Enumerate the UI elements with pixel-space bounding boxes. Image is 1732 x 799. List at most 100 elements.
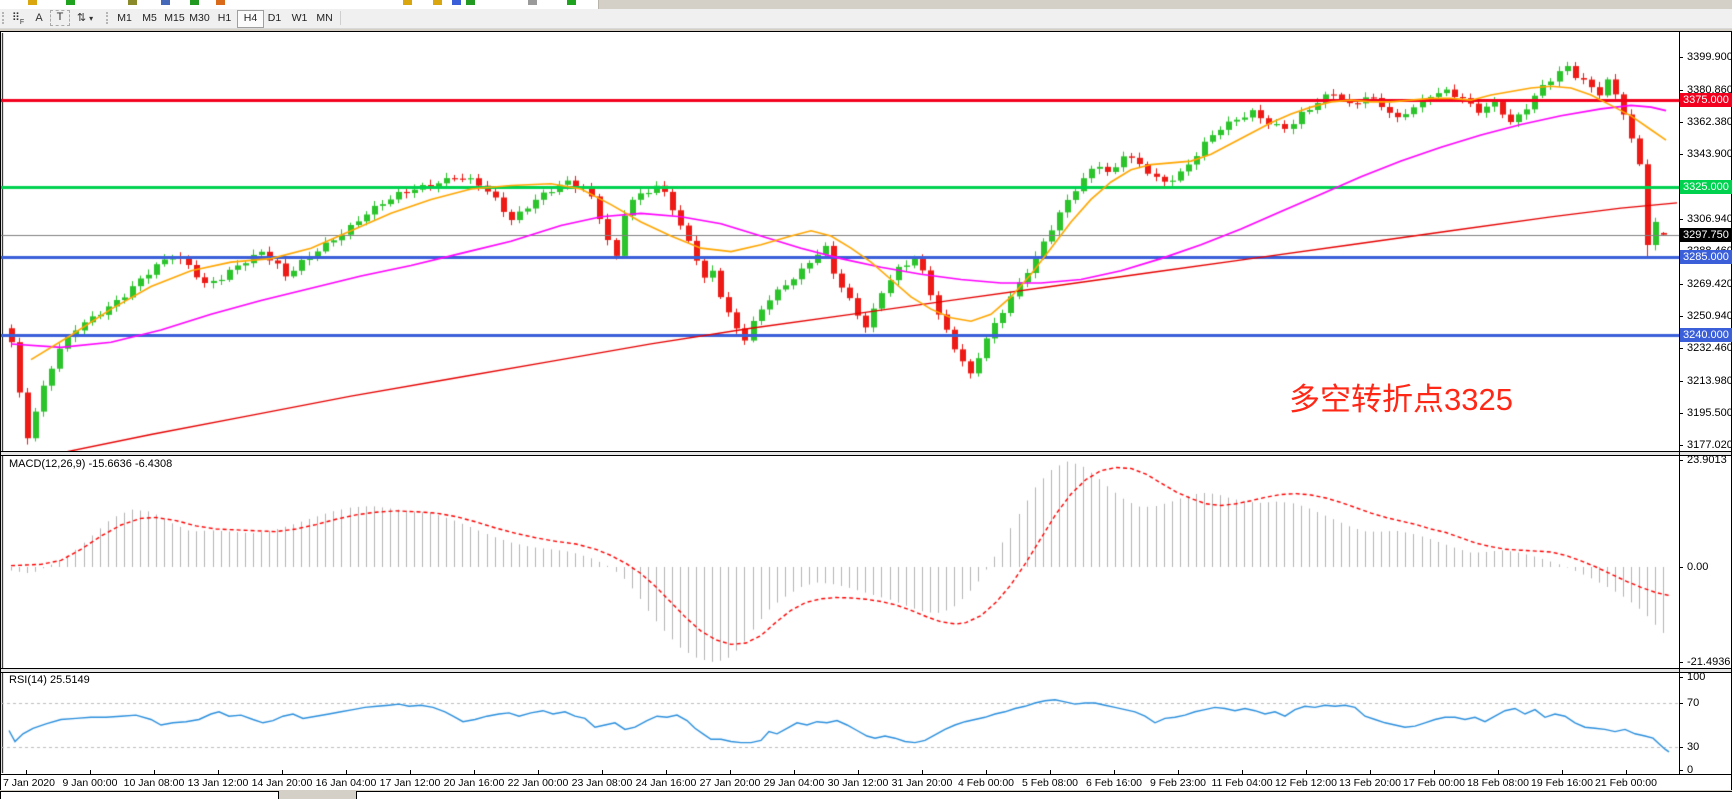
time-tick-label: 9 Feb 23:00: [1149, 777, 1207, 789]
chart-toolbar: ⠿F A T ⇅ ▾ M1 M5 M15 M30 H1 H4 D1 W1 MN: [0, 9, 1732, 29]
time-axis-tick: [26, 770, 27, 774]
clipped-toolbar-icon[interactable]: [66, 0, 75, 5]
time-axis-tick: [218, 770, 219, 774]
time-axis-tick: [666, 770, 667, 774]
timeframe-button-h4[interactable]: H4: [237, 10, 264, 28]
time-axis-tick: [922, 770, 923, 774]
clipped-toolbar-icon[interactable]: [190, 0, 199, 5]
background-window-edge: [356, 791, 1732, 799]
price-tick-label: 3177.020: [1687, 438, 1732, 451]
time-tick-label: 29 Jan 04:00: [763, 777, 825, 789]
price-level-box: 3285.000: [1680, 249, 1732, 264]
macd-tick-label: -21.4936: [1687, 656, 1731, 668]
panel-splitter[interactable]: [1, 455, 1731, 456]
axis-tick: [1679, 316, 1683, 318]
axis-tick: [1679, 154, 1683, 156]
time-axis-tick: [1114, 770, 1115, 774]
axis-tick: [1679, 90, 1683, 91]
rsi-label: RSI(14) 25.5149: [9, 674, 90, 686]
time-axis-tick: [1242, 770, 1243, 774]
clipped-toolbar-icon[interactable]: [528, 0, 537, 5]
clipped-toolbar-icon[interactable]: [216, 0, 225, 5]
time-tick-label: 7 Jan 2020: [3, 777, 55, 789]
rsi-tick-label: 0: [1687, 764, 1694, 776]
axis-tick: [1679, 380, 1683, 382]
axis-tick: [1679, 662, 1683, 663]
text-box-icon[interactable]: T: [50, 10, 70, 26]
rsi-tick-label: 70: [1687, 697, 1700, 709]
macd-indicator-panel[interactable]: [1, 455, 1679, 668]
panel-splitter[interactable]: [1, 668, 1731, 669]
time-axis-tick: [346, 770, 347, 774]
timeframe-button-m1[interactable]: M1: [117, 12, 132, 24]
price-tick-label: 3380.860: [1687, 84, 1732, 96]
time-axis-tick: [90, 770, 91, 774]
clipped-toolbar-icon[interactable]: [128, 0, 137, 5]
price-tick-label: 3399.900: [1687, 50, 1732, 63]
panel-splitter[interactable]: [1, 452, 1731, 455]
timeframe-button-w1[interactable]: W1: [291, 12, 308, 24]
time-axis-tick: [1050, 770, 1051, 774]
time-tick-label: 16 Jan 04:00: [315, 777, 377, 789]
chart-window[interactable]: ▼SP500-,H4 3298.750 3299.250 3297.500 32…: [0, 31, 1732, 792]
grid-properties-icon[interactable]: ⠿F: [11, 12, 25, 27]
time-tick-label: 22 Jan 00:00: [507, 777, 569, 789]
timeframe-button-m30[interactable]: M30: [189, 12, 210, 24]
axis-tick: [1679, 412, 1683, 414]
axis-tick: [1679, 348, 1683, 350]
bottom-window-strip: [0, 790, 1732, 799]
price-axis-line: [1679, 32, 1680, 774]
panel-splitter[interactable]: [1, 669, 1731, 672]
axis-tick: [1679, 284, 1683, 285]
price-tick-label: 3195.500: [1687, 406, 1732, 419]
time-tick-label: 14 Jan 20:00: [251, 777, 313, 789]
rsi-tick-label: 30: [1687, 741, 1700, 753]
time-axis-tick: [730, 770, 731, 774]
panel-splitter[interactable]: [1, 672, 1731, 673]
time-axis-tick: [282, 770, 283, 774]
timeframe-button-m5[interactable]: M5: [142, 12, 157, 24]
main-price-chart[interactable]: [1, 33, 1679, 451]
clipped-toolbar-icon[interactable]: [433, 0, 442, 5]
rsi-tick-label: 100: [1687, 671, 1706, 683]
timeframe-button-mn[interactable]: MN: [316, 12, 333, 24]
time-tick-label: 24 Jan 16:00: [635, 777, 697, 789]
clipped-toolbar-icon[interactable]: [161, 0, 170, 5]
price-tick-label: 3343.900: [1687, 148, 1732, 161]
clipped-toolbar-icon[interactable]: [28, 0, 37, 5]
toolbar-drag-handle[interactable]: [2, 12, 8, 24]
timeframe-button-h1[interactable]: H1: [217, 12, 232, 24]
rsi-indicator-panel[interactable]: [1, 672, 1679, 773]
clipped-toolbar-icon[interactable]: [403, 0, 412, 5]
time-axis-tick: [858, 770, 859, 774]
time-tick-label: 30 Jan 12:00: [827, 777, 889, 789]
price-tick-label: 3269.420: [1687, 278, 1732, 290]
price-tick-label: 3306.940: [1687, 212, 1732, 225]
macd-tick-label: 0.00: [1687, 561, 1709, 573]
axis-tick: [1679, 218, 1683, 220]
arrows-style-icon[interactable]: ⇅ ▾: [76, 12, 94, 24]
axis-tick: [1679, 747, 1683, 748]
timeframe-button-m15[interactable]: M15: [164, 12, 185, 24]
time-tick-label: 11 Feb 04:00: [1211, 777, 1273, 789]
time-tick-label: 23 Jan 08:00: [571, 777, 633, 789]
time-axis-tick: [794, 770, 795, 774]
clipped-toolbar-icon[interactable]: [466, 0, 475, 5]
time-axis-tick: [602, 770, 603, 774]
axis-tick: [1679, 122, 1683, 124]
clipped-toolbar-icon[interactable]: [567, 0, 576, 5]
time-tick-label: 6 Feb 16:00: [1085, 777, 1143, 789]
macd-label: MACD(12,26,9) -15.6636 -6.4308: [9, 458, 173, 470]
time-tick-label: 17 Feb 00:00: [1403, 777, 1465, 789]
time-tick-label: 13 Jan 12:00: [187, 777, 249, 789]
price-tick-label: 3250.940: [1687, 310, 1732, 323]
time-axis-tick: [986, 770, 987, 774]
time-tick-label: 21 Feb 00:00: [1595, 777, 1657, 789]
clipped-toolbar-icon[interactable]: [452, 0, 461, 5]
panel-splitter[interactable]: [1, 451, 1731, 452]
text-label-icon[interactable]: A: [35, 12, 43, 24]
macd-tick-label: 23.9013: [1687, 454, 1727, 466]
timeframe-button-d1[interactable]: D1: [267, 12, 282, 24]
time-axis-tick: [1370, 770, 1371, 774]
